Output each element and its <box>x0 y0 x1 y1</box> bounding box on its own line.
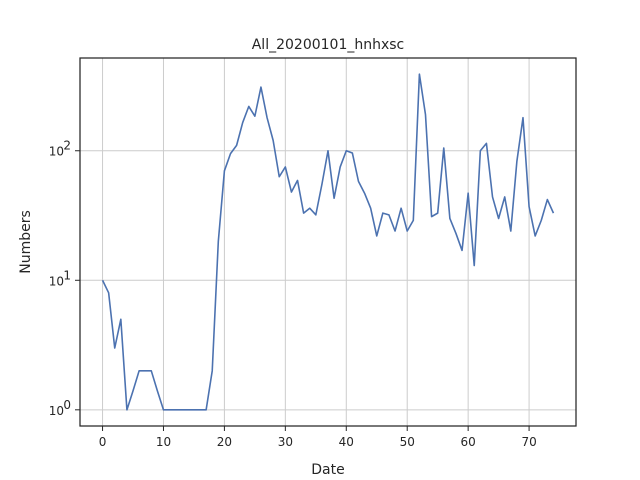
x-tick-label: 30 <box>278 435 293 449</box>
x-tick-label: 70 <box>521 435 536 449</box>
x-axis-label: Date <box>311 462 344 478</box>
y-tick-label: 10 <box>49 404 64 418</box>
x-tick-label: 20 <box>217 435 232 449</box>
chart-title: All_20200101_hnhxsc <box>252 37 405 53</box>
x-tick-label: 60 <box>461 435 476 449</box>
x-tick-label: 50 <box>400 435 415 449</box>
x-tick-label: 40 <box>339 435 354 449</box>
series-line <box>101 73 555 411</box>
y-tick-label: 10 <box>49 274 64 288</box>
series-layer <box>101 73 555 411</box>
y-tick-exponent: 0 <box>63 398 71 412</box>
y-tick-exponent: 1 <box>63 268 71 282</box>
y-axis-label: Numbers <box>18 210 34 274</box>
grid-lines <box>80 58 576 426</box>
plot-frame <box>79 57 577 427</box>
x-tick-label: 10 <box>156 435 171 449</box>
x-tick-label: 0 <box>99 435 107 449</box>
y-tick-exponent: 2 <box>63 139 71 153</box>
y-tick-label: 10 <box>49 145 64 159</box>
